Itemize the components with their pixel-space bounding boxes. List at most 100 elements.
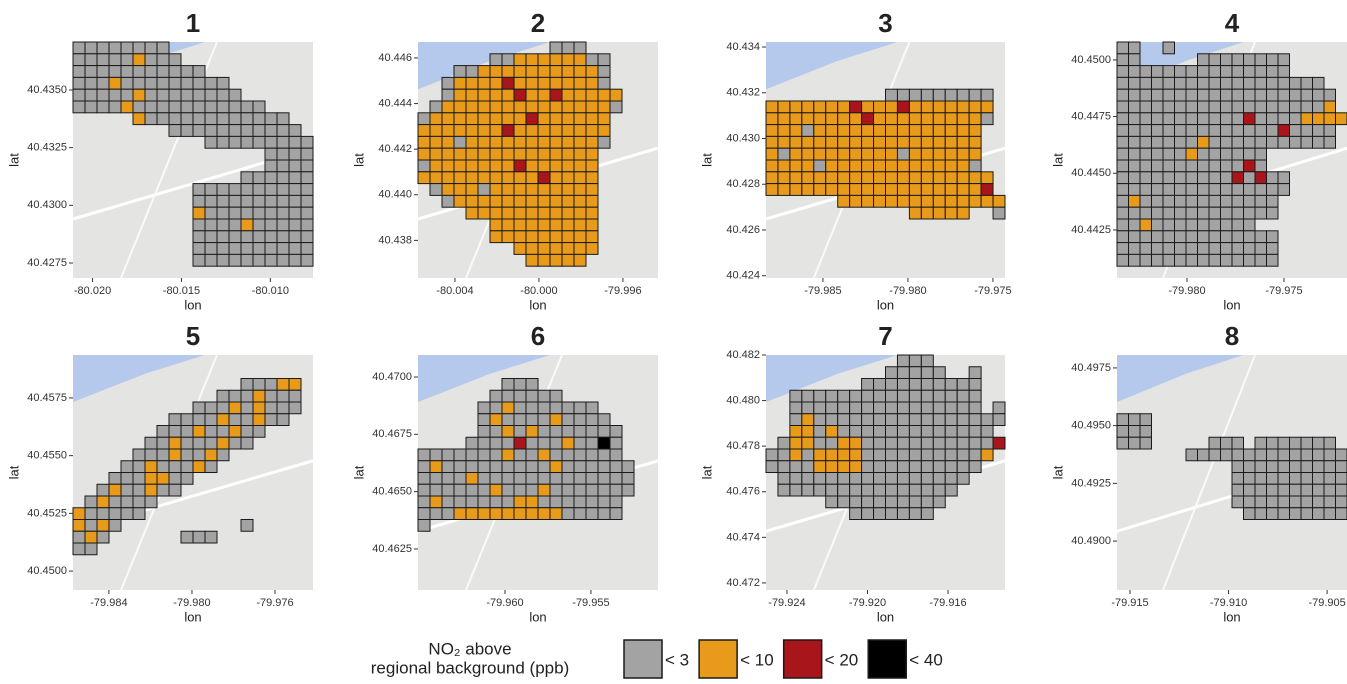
y-tick-label: 40.482: [726, 349, 760, 361]
grid-cell: [969, 402, 981, 414]
grid-cell: [550, 243, 562, 255]
grid-cell: [73, 520, 85, 532]
grid-cell: [790, 402, 802, 414]
grid-cell: [1290, 89, 1302, 101]
grid-cell: [205, 414, 217, 426]
grid-cell: [277, 402, 289, 414]
grid-cell: [850, 484, 862, 496]
grid-cell: [1301, 461, 1313, 473]
grid-cell: [945, 160, 957, 172]
grid-cell: [85, 89, 97, 101]
grid-cell: [897, 379, 909, 391]
grid-cell: [981, 172, 993, 184]
grid-cell: [514, 136, 526, 148]
grid-cell: [85, 77, 97, 89]
grid-cell: [1152, 231, 1164, 243]
grid-cell: [1152, 77, 1164, 89]
grid-cell: [1117, 101, 1129, 113]
grid-cell: [897, 113, 909, 125]
x-tick-label: -79.955: [572, 597, 609, 609]
grid-cell: [73, 54, 85, 66]
grid-cell: [1129, 160, 1141, 172]
grid-cell: [933, 136, 945, 148]
grid-cell: [814, 461, 826, 473]
grid-cell: [1278, 125, 1290, 137]
grid-cell: [1267, 54, 1279, 66]
grid-cell: [253, 414, 265, 426]
grid-cell: [586, 402, 598, 414]
grid-cell: [1290, 136, 1302, 148]
grid-cell: [1129, 42, 1141, 54]
grid-cell: [145, 461, 157, 473]
grid-cell: [1209, 231, 1221, 243]
grid-cell: [1244, 136, 1256, 148]
grid-cell: [562, 195, 574, 207]
grid-cell: [1278, 184, 1290, 196]
grid-cell: [921, 414, 933, 426]
grid-cell: [1209, 136, 1221, 148]
grid-cell: [1221, 136, 1233, 148]
grid-cell: [933, 484, 945, 496]
grid-cell: [802, 402, 814, 414]
grid-cell: [921, 160, 933, 172]
grid-cell: [1267, 184, 1279, 196]
grid-cell: [502, 390, 514, 402]
y-tick-label: 40.4625: [372, 543, 412, 555]
grid-cell: [289, 195, 301, 207]
grid-cell: [586, 508, 598, 520]
grid-cell: [241, 402, 253, 414]
grid-cell: [442, 496, 454, 508]
grid-cell: [229, 219, 241, 231]
grid-cell: [73, 89, 85, 101]
panel-title: 3: [878, 8, 892, 38]
grid-cell: [502, 219, 514, 231]
grid-cell: [1244, 207, 1256, 219]
grid-cell: [574, 195, 586, 207]
grid-cell: [241, 101, 253, 113]
grid-cell: [538, 254, 550, 266]
grid-cell: [109, 42, 121, 54]
y-tick-label: 40.430: [726, 132, 760, 144]
grid-cell: [586, 54, 598, 66]
grid-cell: [157, 437, 169, 449]
grid-cell: [1209, 184, 1221, 196]
grid-cell: [181, 101, 193, 113]
grid-cell: [277, 414, 289, 426]
grid-cell: [265, 254, 277, 266]
grid-cell: [598, 54, 610, 66]
grid-cell: [157, 426, 169, 438]
grid-cell: [790, 172, 802, 184]
grid-cell: [1129, 172, 1141, 184]
panel-title: 5: [186, 321, 200, 351]
grid-cell: [478, 113, 490, 125]
grid-cell: [574, 254, 586, 266]
grid-cell: [838, 101, 850, 113]
grid-cell: [217, 136, 229, 148]
grid-cell: [1129, 414, 1141, 426]
grid-cell: [766, 136, 778, 148]
grid-cell: [550, 184, 562, 196]
grid-cell: [478, 148, 490, 160]
grid-cell: [121, 496, 133, 508]
grid-cell: [169, 449, 181, 461]
y-axis-label: lat: [351, 153, 366, 167]
grid-cell: [933, 101, 945, 113]
grid-cell: [490, 160, 502, 172]
grid-cell: [1267, 125, 1279, 137]
grid-cell: [838, 136, 850, 148]
grid-cell: [921, 367, 933, 379]
grid-cell: [562, 136, 574, 148]
grid-cell: [1232, 496, 1244, 508]
grid-cell: [874, 379, 886, 391]
grid-cell: [514, 508, 526, 520]
grid-cell: [301, 195, 313, 207]
grid-cell: [217, 219, 229, 231]
grid-cell: [277, 207, 289, 219]
grid-cell: [586, 449, 598, 461]
grid-cell: [205, 101, 217, 113]
grid-cell: [454, 484, 466, 496]
grid-cell: [993, 414, 1005, 426]
grid-cell: [109, 66, 121, 78]
grid-cell: [550, 426, 562, 438]
grid-cell: [538, 496, 550, 508]
